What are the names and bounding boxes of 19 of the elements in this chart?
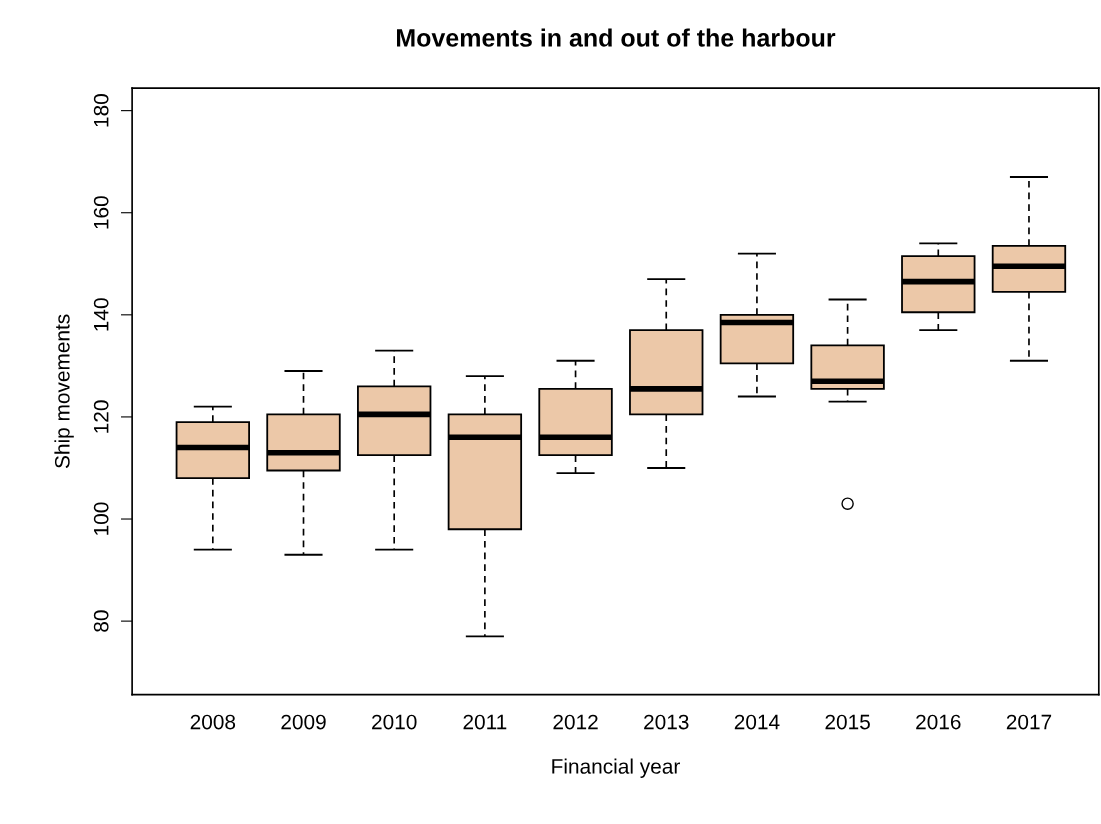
x-tick-label: 2016	[916, 714, 961, 730]
x-tick-label: 2017	[1006, 714, 1052, 730]
y-tick-label: 100	[93, 502, 109, 535]
chart-title: Movements in and out of the harbour	[397, 28, 836, 47]
x-tick-label: 2009	[281, 714, 326, 730]
x-axis-title: Financial year	[552, 758, 680, 778]
y-tick-label: 140	[93, 298, 109, 331]
x-tick-label: 2013	[644, 714, 689, 730]
x-tick-label: 2008	[190, 714, 236, 730]
y-axis-title: Ship movements	[54, 314, 74, 469]
x-tick-label: 2010	[372, 714, 417, 730]
x-tick-label: 2012	[553, 714, 598, 730]
y-tick-label: 180	[93, 94, 109, 127]
y-tick-label: 160	[93, 196, 109, 229]
y-tick-label: 80	[93, 610, 109, 632]
x-tick-label: 2011	[463, 714, 507, 730]
y-tick-label: 120	[93, 400, 109, 433]
x-tick-label: 2014	[734, 714, 780, 730]
x-tick-label: 2015	[825, 714, 870, 730]
